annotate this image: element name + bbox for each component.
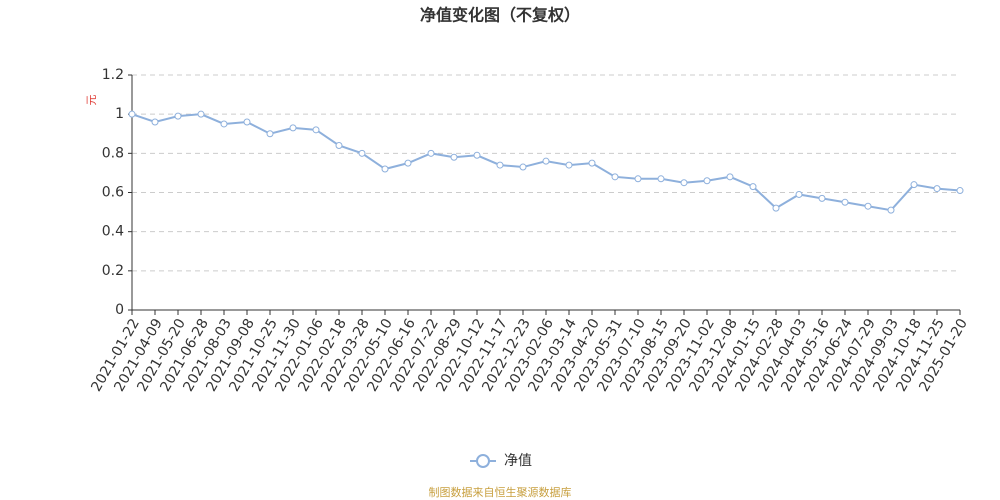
data-point xyxy=(450,153,458,161)
data-point xyxy=(473,151,481,159)
legend-marker xyxy=(476,454,490,468)
data-point xyxy=(956,187,964,195)
chart-title: 净值变化图（不复权） xyxy=(420,6,580,25)
y-tick-label: 1.2 xyxy=(102,67,124,83)
data-point xyxy=(312,126,320,134)
data-point xyxy=(726,173,734,181)
data-point xyxy=(657,175,665,183)
data-point xyxy=(933,185,941,193)
data-point xyxy=(151,118,159,126)
data-point xyxy=(910,181,918,189)
data-point xyxy=(818,194,826,202)
data-point xyxy=(174,112,182,120)
data-point xyxy=(381,165,389,173)
data-point xyxy=(243,118,251,126)
legend-label: 净值 xyxy=(504,453,532,469)
y-tick-label: 0.2 xyxy=(102,263,124,279)
data-point xyxy=(358,149,366,157)
data-point xyxy=(703,177,711,185)
data-point xyxy=(749,183,757,191)
data-point xyxy=(519,163,527,171)
data-point xyxy=(335,142,343,149)
data-point xyxy=(634,175,642,183)
y-tick-label: 0.6 xyxy=(102,185,124,201)
data-point xyxy=(404,159,412,167)
y-tick-label: 0 xyxy=(115,302,124,318)
y-tick-label: 1 xyxy=(115,106,124,122)
data-point xyxy=(795,190,803,198)
data-point xyxy=(841,198,849,206)
data-point xyxy=(197,110,205,118)
data-point xyxy=(542,157,550,165)
y-tick-label: 0.4 xyxy=(102,224,124,240)
data-point xyxy=(496,161,504,169)
data-point xyxy=(220,120,228,128)
y-tick-label: 0.8 xyxy=(102,145,124,161)
data-point xyxy=(588,159,596,167)
data-point xyxy=(565,161,573,169)
data-point xyxy=(427,149,435,157)
data-point xyxy=(266,130,274,138)
data-point xyxy=(864,202,872,210)
data-point xyxy=(289,124,297,132)
source-note: 制图数据来自恒生聚源数据库 xyxy=(429,485,572,499)
data-point xyxy=(611,173,619,181)
data-point xyxy=(128,110,136,118)
data-point xyxy=(887,206,895,214)
data-point xyxy=(680,179,688,187)
data-point xyxy=(772,204,780,212)
y-axis-label: 元 xyxy=(85,95,98,106)
